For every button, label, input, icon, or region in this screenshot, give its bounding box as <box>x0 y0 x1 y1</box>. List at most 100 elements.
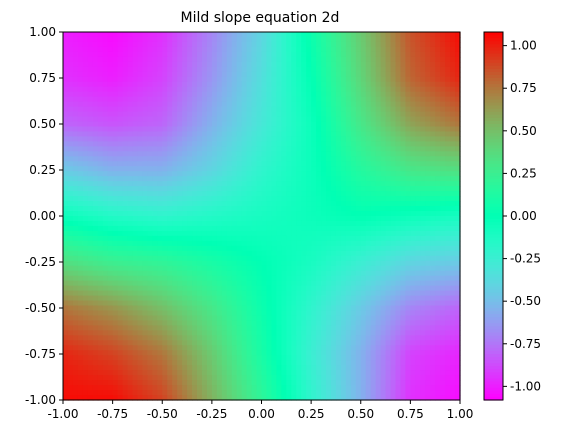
heatmap-cell <box>435 225 441 232</box>
heatmap-cell <box>430 290 436 297</box>
heatmap-cell <box>380 171 387 177</box>
heatmap-cell <box>172 211 178 217</box>
heatmap-cell <box>182 315 188 322</box>
heatmap-cell <box>435 66 441 73</box>
heatmap-cell <box>92 71 99 78</box>
heatmap-cell <box>177 325 183 331</box>
heatmap-cell <box>266 275 273 282</box>
heatmap-cell <box>340 330 347 336</box>
heatmap-cell <box>92 61 99 68</box>
heatmap-cell <box>350 96 357 103</box>
heatmap-cell <box>365 71 372 78</box>
heatmap-cell <box>415 216 421 222</box>
heatmap-cell <box>271 245 277 252</box>
heatmap-cell <box>67 255 74 262</box>
heatmap-cell <box>326 270 332 277</box>
heatmap-cell <box>340 240 347 247</box>
heatmap-cell <box>92 76 99 83</box>
heatmap-cell <box>107 171 114 177</box>
heatmap-cell <box>92 220 99 227</box>
heatmap-cell <box>241 126 248 133</box>
heatmap-cell <box>335 76 342 83</box>
heatmap-cell <box>276 220 282 227</box>
heatmap-cell <box>330 295 337 302</box>
heatmap-cell <box>291 255 297 262</box>
heatmap-cell <box>107 181 114 187</box>
heatmap-cell <box>82 325 89 331</box>
heatmap-cell <box>137 106 143 113</box>
heatmap-cell <box>122 106 129 113</box>
heatmap-cell <box>187 176 193 182</box>
heatmap-cell <box>306 86 312 93</box>
heatmap-cell <box>77 116 84 123</box>
heatmap-cell <box>226 255 233 262</box>
heatmap-cell <box>77 81 84 88</box>
heatmap-cell <box>410 181 416 187</box>
heatmap-cell <box>301 181 307 187</box>
heatmap-cell <box>326 330 332 336</box>
heatmap-cell <box>117 225 124 232</box>
heatmap-cell <box>455 111 461 118</box>
heatmap-cell <box>246 216 253 222</box>
heatmap-cell <box>415 101 421 108</box>
heatmap-cell <box>390 116 397 123</box>
heatmap-cell <box>127 36 134 43</box>
heatmap-cell <box>63 216 69 222</box>
heatmap-cell <box>281 71 287 78</box>
heatmap-cell <box>365 136 372 142</box>
heatmap-cell <box>132 121 139 128</box>
heatmap-cell <box>271 126 277 133</box>
heatmap-cell <box>67 260 74 267</box>
heatmap-cell <box>276 86 282 93</box>
heatmap-cell <box>127 270 134 277</box>
heatmap-cell <box>430 206 436 212</box>
heatmap-cell <box>415 220 421 227</box>
heatmap-cell <box>380 126 387 133</box>
heatmap-cell <box>425 225 431 232</box>
heatmap-cell <box>330 96 337 103</box>
heatmap-cell <box>395 146 402 152</box>
heatmap-cell <box>335 131 342 138</box>
heatmap-cell <box>221 211 228 217</box>
heatmap-cell <box>206 181 213 187</box>
heatmap-cell <box>256 220 263 227</box>
heatmap-cell <box>291 81 297 88</box>
heatmap-cell <box>147 225 153 232</box>
heatmap-cell <box>450 235 456 242</box>
heatmap-cell <box>450 240 456 247</box>
heatmap-cell <box>182 181 188 187</box>
heatmap-cell <box>296 330 302 336</box>
heatmap-cell <box>142 61 148 68</box>
heatmap-cell <box>246 230 253 237</box>
heatmap-cell <box>385 56 392 63</box>
heatmap-cell <box>261 310 268 317</box>
heatmap-cell <box>395 166 402 172</box>
heatmap-cell <box>152 270 158 277</box>
heatmap-cell <box>112 156 119 162</box>
heatmap-cell <box>296 240 302 247</box>
heatmap-cell <box>157 81 163 88</box>
heatmap-cell <box>420 201 426 207</box>
heatmap-cell <box>405 136 411 142</box>
heatmap-cell <box>246 295 253 302</box>
heatmap-cell <box>256 176 263 182</box>
heatmap-cell <box>385 255 392 262</box>
heatmap-cell <box>276 335 282 341</box>
heatmap-cell <box>321 295 327 302</box>
heatmap-cell <box>440 141 446 147</box>
heatmap-cell <box>445 201 451 207</box>
heatmap-cell <box>196 265 203 272</box>
heatmap-cell <box>430 146 436 152</box>
heatmap-cell <box>375 300 382 307</box>
heatmap-cell <box>261 186 268 192</box>
heatmap-cell <box>226 51 233 58</box>
heatmap-cell <box>192 91 198 98</box>
heatmap-cell <box>117 46 124 53</box>
heatmap-cell <box>440 225 446 232</box>
heatmap-cell <box>261 171 268 177</box>
heatmap-cell <box>326 151 332 157</box>
heatmap-cell <box>72 260 79 267</box>
heatmap-cell <box>162 340 168 346</box>
heatmap-cell <box>246 151 253 157</box>
heatmap-cell <box>345 270 352 277</box>
